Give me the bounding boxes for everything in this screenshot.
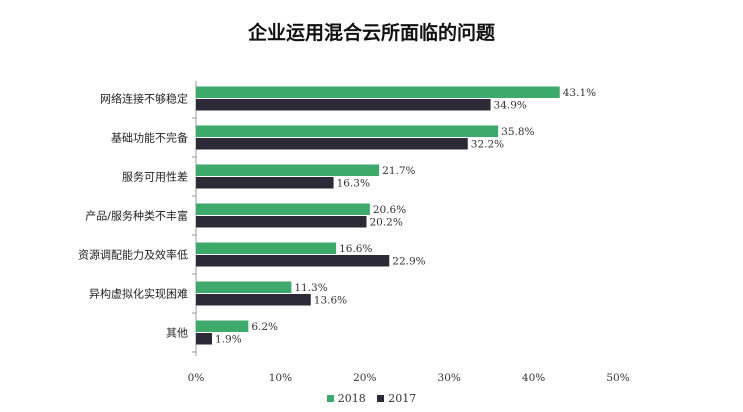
bar-2018 — [196, 125, 499, 137]
legend-label-2018: 2018 — [337, 392, 366, 405]
legend-item-2017: 2017 — [377, 392, 416, 405]
category-label: 其他 — [166, 327, 188, 340]
data-label-2017: 16.3% — [337, 178, 370, 190]
legend-swatch-2018 — [326, 395, 334, 402]
bar-2017 — [196, 177, 334, 189]
bar-2017 — [196, 294, 311, 306]
data-label-2017: 1.9% — [215, 334, 242, 346]
x-tick-label: 40% — [522, 372, 545, 384]
bar-2017 — [196, 333, 213, 345]
category-label: 网络连接不够稳定 — [100, 92, 188, 106]
x-tick-label: 20% — [353, 372, 376, 384]
data-label-2017: 13.6% — [314, 295, 347, 307]
data-label-2018: 20.6% — [373, 204, 406, 216]
legend-label-2017: 2017 — [388, 392, 417, 405]
legend-swatch-2017 — [377, 395, 385, 402]
data-label-2018: 43.1% — [563, 87, 596, 99]
data-label-2017: 20.2% — [369, 217, 402, 229]
x-tick-label: 10% — [269, 372, 292, 384]
category-label: 资源调配能力及效率低 — [78, 248, 188, 262]
data-label-2018: 6.2% — [251, 321, 278, 333]
data-label-2017: 22.9% — [392, 256, 425, 268]
bar-2017 — [196, 99, 491, 111]
legend-item-2018: 2018 — [326, 392, 366, 405]
bar-2018 — [196, 164, 380, 176]
data-label-2018: 35.8% — [501, 126, 534, 138]
data-label-2018: 16.6% — [339, 243, 372, 255]
bar-2017 — [196, 255, 390, 267]
category-label: 服务可用性差 — [122, 170, 188, 184]
category-label: 基础功能不完备 — [111, 131, 188, 145]
x-tick-label: 50% — [606, 372, 629, 384]
category-label: 产品/服务种类不丰富 — [85, 209, 188, 223]
data-label-2017: 34.9% — [494, 100, 527, 112]
bar-2018 — [196, 242, 337, 254]
bar-2018 — [196, 281, 292, 293]
legend: 2018 2017 — [0, 392, 743, 405]
x-tick-label: 30% — [438, 372, 461, 384]
data-label-2018: 21.7% — [382, 165, 415, 177]
bar-2017 — [196, 216, 367, 228]
bar-2018 — [196, 320, 249, 332]
bar-2018 — [196, 86, 560, 98]
bar-2018 — [196, 203, 370, 215]
data-label-2017: 32.2% — [471, 139, 504, 151]
x-tick-label: 0% — [188, 372, 205, 384]
category-label: 异构虚拟化实现困难 — [89, 287, 188, 301]
data-label-2018: 11.3% — [294, 282, 327, 294]
chart-title: 企业运用混合云所面临的问题 — [247, 22, 495, 44]
bar-2017 — [196, 138, 468, 150]
